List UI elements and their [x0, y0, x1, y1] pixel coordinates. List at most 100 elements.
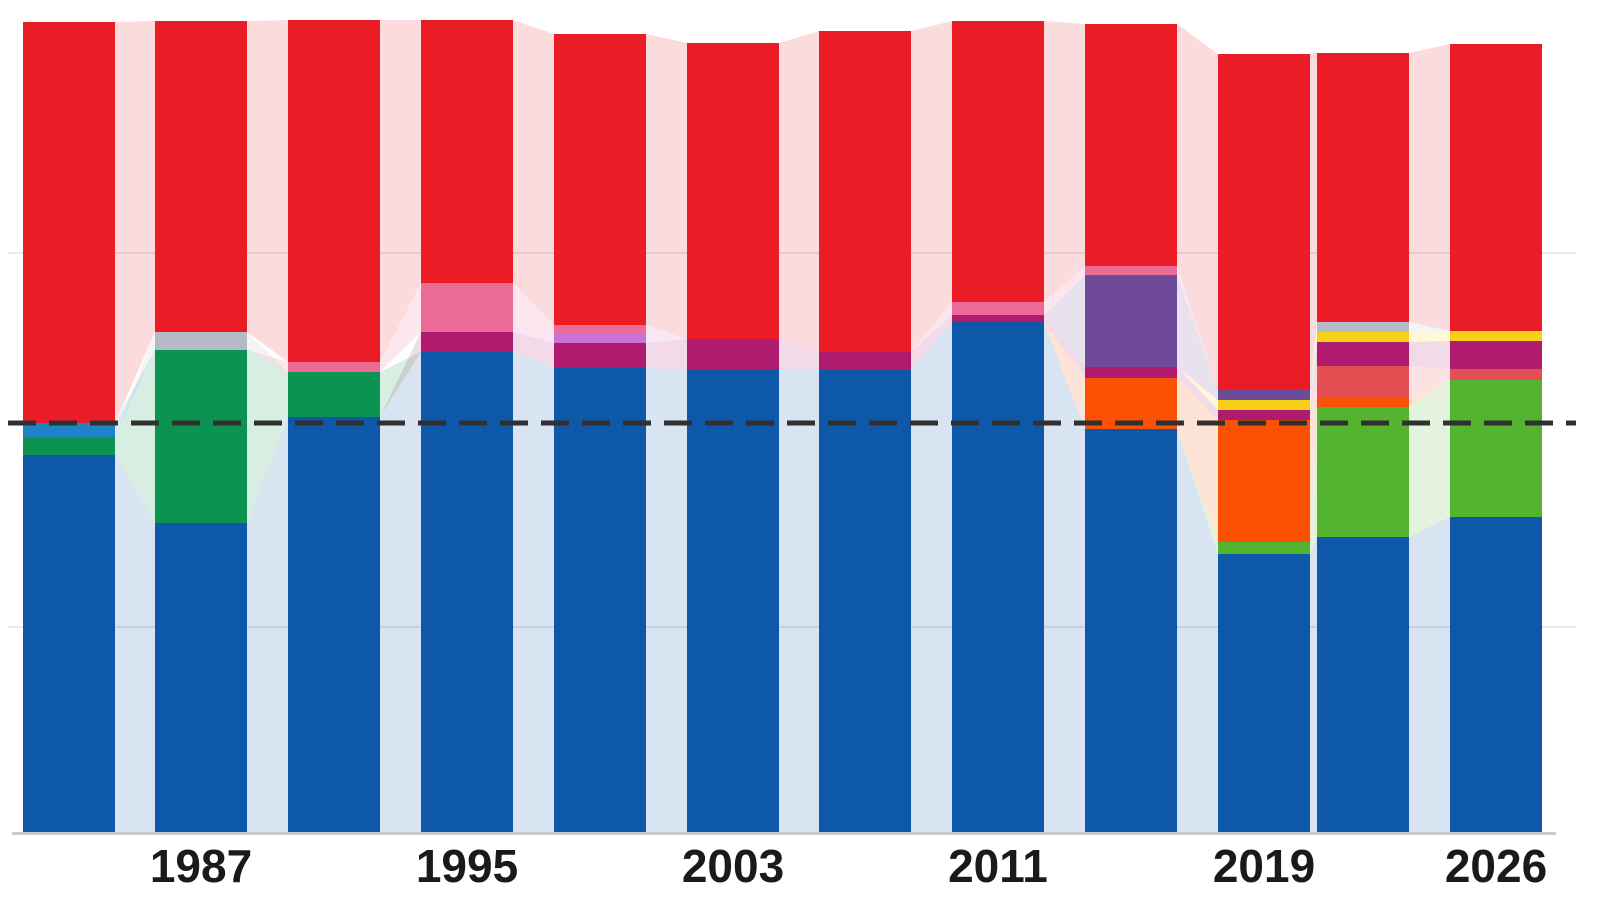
- year-tick-label: 2026: [1445, 840, 1547, 892]
- flow-purple: [1310, 332, 1317, 400]
- bar-segment-blue-1999: [554, 368, 646, 833]
- flow-green: [380, 352, 421, 417]
- bar-segment-gray-2022: [1317, 322, 1409, 332]
- year-tick-label: 2019: [1213, 840, 1315, 892]
- flow-gray: [1310, 322, 1317, 400]
- flow-orchid: [646, 334, 687, 343]
- bar-segment-salmon-2026: [1450, 369, 1542, 380]
- bar-segment-red-2022: [1317, 53, 1409, 322]
- bar-segment-blue-2022: [1317, 537, 1409, 833]
- flow-magenta: [380, 332, 421, 417]
- flow-yellow: [1177, 367, 1218, 410]
- bar-segment-blue-1995: [421, 352, 513, 833]
- year-tick-label: 1987: [150, 840, 252, 892]
- flow-purple: [1177, 275, 1218, 400]
- flow-red: [1177, 24, 1218, 390]
- flow-red: [911, 21, 952, 352]
- bar-segment-purple-2019: [1218, 390, 1310, 400]
- flow-magenta: [779, 339, 819, 370]
- gridlines: [8, 252, 1576, 628]
- year-tick-label: 2003: [682, 840, 784, 892]
- bar-segment-blue-2019: [1218, 554, 1310, 833]
- bar-segment-red-2007: [819, 31, 911, 352]
- bar-segment-magenta-2003: [687, 339, 779, 370]
- flow-red: [1409, 44, 1450, 331]
- flow-blue: [779, 370, 819, 833]
- bar-segment-magenta-2011: [952, 315, 1044, 322]
- bar-segment-blue-1987: [155, 523, 247, 833]
- bar-segment-yellow-2019: [1218, 400, 1310, 410]
- flow-gray: [1409, 322, 1450, 332]
- bar-segment-orchid-1999: [554, 334, 646, 343]
- bar-segment-blue-2026: [1450, 517, 1542, 833]
- flow-pink: [646, 325, 687, 339]
- flow-pink: [1044, 266, 1085, 315]
- flow-magenta: [1044, 315, 1085, 378]
- flow-blue: [513, 352, 554, 833]
- bar-segment-orange-2022: [1317, 397, 1409, 407]
- bar-segment-red-2003: [687, 43, 779, 339]
- flow-blue: [646, 368, 687, 833]
- flow-blue: [1177, 429, 1218, 833]
- bar-segment-magenta-2015: [1085, 367, 1177, 378]
- flow-salmon: [1409, 366, 1450, 397]
- bar-segment-pink-1999: [554, 325, 646, 334]
- flow-pink: [513, 283, 554, 334]
- flow-salmon: [1310, 366, 1317, 420]
- bar-segment-blue-1991: [288, 417, 380, 833]
- flow-magenta: [1310, 342, 1317, 420]
- bar-segment-red-2015: [1085, 24, 1177, 266]
- flow-yellow: [1310, 332, 1317, 410]
- flow-magenta: [646, 339, 687, 370]
- bar-segment-yellow-2022: [1317, 332, 1409, 342]
- bar-segment-green-1987: [155, 350, 247, 523]
- flow-orange: [1044, 322, 1085, 429]
- flow-blue: [115, 455, 155, 833]
- bar-segment-magenta-2026: [1450, 341, 1542, 369]
- bar-segment-magenta-1995: [421, 332, 513, 352]
- bar-segment-blue-1983: [23, 455, 115, 833]
- flow-gray: [247, 332, 288, 372]
- flow-lightblue: [115, 350, 155, 437]
- stacked-bars: [23, 20, 1542, 833]
- year-tick-label: 1995: [416, 840, 518, 892]
- bar-segment-green_bright-2022: [1317, 407, 1409, 537]
- bar-segment-pink-1995: [421, 283, 513, 332]
- flow-bands: [115, 20, 1450, 833]
- flow-green_bright: [1310, 407, 1317, 554]
- flow-magenta: [513, 332, 554, 368]
- flow-red: [380, 20, 421, 362]
- flow-yellow: [1409, 331, 1450, 342]
- flow-red: [513, 20, 554, 325]
- flow-purple: [1044, 275, 1085, 367]
- bar-segment-blue-2007: [819, 370, 911, 833]
- flow-green: [247, 350, 288, 523]
- bar-segment-magenta-1999: [554, 343, 646, 368]
- bar-segment-magenta-2007: [819, 352, 911, 370]
- bar-segment-purple-2015: [1085, 275, 1177, 367]
- bar-segment-red-1983: [23, 22, 115, 423]
- flow-gray: [115, 332, 155, 437]
- bar-segment-orange-2019: [1218, 420, 1310, 542]
- flow-red: [1044, 21, 1085, 302]
- flow-blue: [247, 417, 288, 833]
- flow-orchid: [513, 332, 554, 343]
- bar-segment-red-1995: [421, 20, 513, 283]
- bar-segment-green_bright-2019: [1218, 542, 1310, 554]
- flow-pink: [911, 302, 952, 352]
- bar-segment-green-1983: [23, 437, 115, 455]
- bar-segment-red-2026: [1450, 44, 1542, 331]
- flow-magenta: [911, 315, 952, 370]
- flow-orange: [1310, 397, 1317, 542]
- bar-segment-red-1999: [554, 34, 646, 325]
- flow-blue: [1310, 537, 1317, 833]
- flow-blue: [911, 322, 952, 833]
- bar-segment-red-2019: [1218, 54, 1310, 390]
- bar-segment-red-1987: [155, 21, 247, 332]
- bar-segment-pink-1991: [288, 362, 380, 372]
- flow-magenta: [1409, 341, 1450, 369]
- bar-segment-blue-2003: [687, 370, 779, 833]
- bar-segment-yellow-2026: [1450, 331, 1542, 341]
- flow-green: [115, 350, 155, 523]
